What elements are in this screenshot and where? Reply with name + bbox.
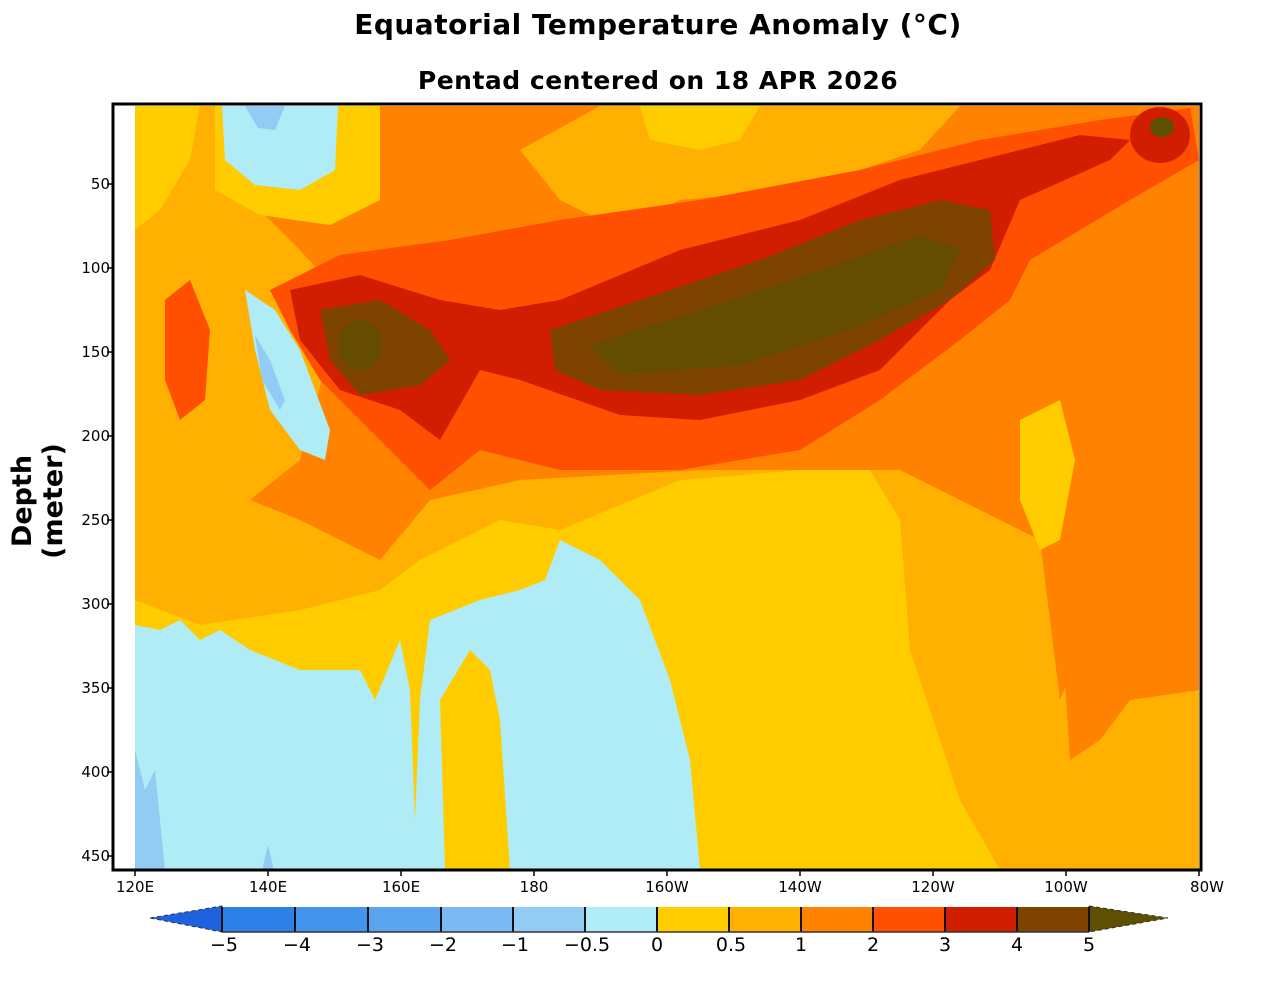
- chart-subtitle: Pentad centered on 18 APR 2026: [417, 66, 899, 95]
- colorbar-label: 3: [938, 934, 952, 956]
- colorbar-label: −0.5: [563, 934, 611, 956]
- x-tick-label: 160W: [645, 878, 689, 896]
- plot-frame: [111, 102, 1203, 872]
- x-tick-label: 180: [519, 878, 549, 896]
- y-tick-marks: [107, 183, 113, 857]
- colorbar-label: 0.5: [715, 934, 747, 956]
- y-tick-label: 300: [81, 595, 110, 613]
- y-tick-label: 50: [90, 175, 110, 193]
- colorbar-label: −2: [428, 934, 457, 956]
- y-tick-label: 400: [81, 763, 110, 781]
- x-tick-label: 140W: [778, 878, 822, 896]
- x-tick-label: 120E: [115, 878, 155, 896]
- colorbar-label: 1: [794, 934, 808, 956]
- colorbar-label: 0: [650, 934, 664, 956]
- y-tick-label: 100: [81, 259, 110, 277]
- colorbar-label: 2: [866, 934, 880, 956]
- x-tick-marks: [134, 870, 1200, 876]
- y-tick-label: 150: [81, 343, 110, 361]
- x-tick-label: 140E: [248, 878, 288, 896]
- chart-title: Equatorial Temperature Anomaly (°C): [354, 8, 962, 41]
- colorbar: [149, 905, 1169, 933]
- contour-fields: [135, 106, 1199, 869]
- colorbar-label: 4: [1010, 934, 1024, 956]
- colorbar-label: −3: [355, 934, 384, 956]
- x-tick-label: 100W: [1044, 878, 1088, 896]
- x-tick-label: 160E: [381, 878, 421, 896]
- y-tick-label: 250: [81, 511, 110, 529]
- y-tick-label: 350: [81, 679, 110, 697]
- x-tick-label: 80W: [1190, 878, 1224, 896]
- y-tick-label: 200: [81, 427, 110, 445]
- colorbar-label: −5: [209, 934, 238, 956]
- colorbar-label: −4: [282, 934, 311, 956]
- x-tick-label: 120W: [911, 878, 955, 896]
- colorbar-label: 5: [1082, 934, 1096, 956]
- y-tick-label: 450: [81, 847, 110, 865]
- colorbar-label: −1: [500, 934, 529, 956]
